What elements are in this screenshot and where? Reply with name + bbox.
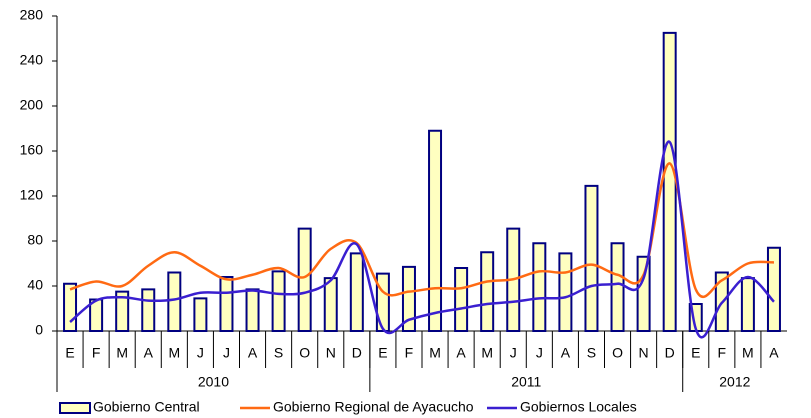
x-tick-label: J: [197, 345, 204, 361]
y-tick-label: 0: [35, 322, 43, 338]
x-tick-label: O: [612, 345, 623, 361]
x-tick-label: A: [456, 345, 466, 361]
x-tick-label: A: [248, 345, 258, 361]
bar: [323, 277, 338, 332]
y-tick-label: 280: [20, 7, 44, 23]
x-tick-label: S: [274, 345, 283, 361]
y-tick-label: 240: [20, 52, 44, 68]
x-group-label: 2011: [511, 374, 541, 390]
x-tick-label: M: [168, 345, 180, 361]
bar: [428, 129, 443, 332]
x-tick-label: M: [481, 345, 493, 361]
x-tick-label: M: [429, 345, 441, 361]
x-tick-label: E: [691, 345, 700, 361]
bar: [766, 246, 781, 332]
bar: [454, 267, 469, 332]
x-tick-label: M: [742, 345, 754, 361]
x-group-label: 2012: [719, 374, 750, 390]
legend-label: Gobierno Regional de Ayacucho: [273, 399, 474, 415]
y-tick-label: 80: [27, 232, 43, 248]
x-tick-label: J: [223, 345, 230, 361]
x-tick-label: N: [326, 345, 336, 361]
legend-label: Gobierno Central: [93, 399, 200, 415]
x-tick-label: D: [665, 345, 675, 361]
x-tick-label: F: [405, 345, 414, 361]
x-tick-label: A: [561, 345, 571, 361]
y-tick-label: 120: [20, 187, 44, 203]
bar: [193, 297, 208, 332]
x-tick-label: N: [639, 345, 649, 361]
bar: [297, 227, 312, 332]
bar: [401, 265, 416, 332]
legend-swatch: [59, 402, 91, 414]
x-tick-label: J: [510, 345, 517, 361]
x-tick-label: E: [65, 345, 74, 361]
x-tick-label: F: [92, 345, 101, 361]
x-tick-label: O: [299, 345, 310, 361]
x-tick-label: J: [536, 345, 543, 361]
bar: [115, 290, 130, 332]
y-tick-label: 160: [20, 142, 44, 158]
bar: [558, 252, 573, 332]
x-tick-label: A: [144, 345, 154, 361]
bar: [141, 288, 156, 332]
bar: [349, 252, 364, 332]
x-group-label: 2010: [198, 374, 229, 390]
x-tick-label: S: [587, 345, 596, 361]
bar: [271, 270, 286, 332]
bar: [662, 31, 677, 332]
bar: [245, 288, 260, 332]
x-tick-label: D: [352, 345, 362, 361]
bar: [532, 242, 547, 332]
y-tick-label: 200: [20, 97, 44, 113]
bar: [584, 184, 599, 332]
bar: [740, 277, 755, 332]
y-tick-label: 40: [27, 277, 43, 293]
bar: [219, 276, 234, 332]
bar: [375, 272, 390, 332]
bar: [480, 251, 495, 332]
legend-label: Gobiernos Locales: [520, 399, 637, 415]
bar: [636, 255, 651, 332]
x-tick-label: F: [718, 345, 727, 361]
line: [69, 162, 775, 299]
line: [69, 140, 775, 339]
x-tick-label: E: [378, 345, 387, 361]
bar: [167, 271, 182, 332]
x-tick-label: M: [116, 345, 128, 361]
x-tick-label: A: [769, 345, 779, 361]
bar: [63, 282, 78, 332]
bar: [610, 242, 625, 332]
